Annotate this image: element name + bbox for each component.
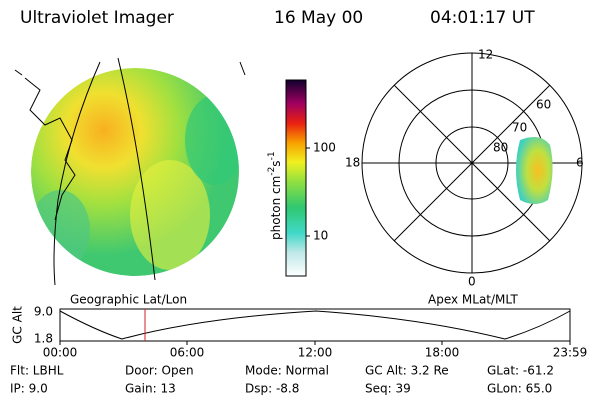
time-label: 12:00	[298, 346, 333, 360]
mlat-label: 70	[512, 121, 527, 135]
colorbar-unit: photon cm-2s-1	[267, 151, 283, 240]
footer-field: Flt: LBHL	[10, 364, 64, 378]
coastlines	[14, 57, 246, 286]
time-label: 00:00	[43, 346, 78, 360]
colorbar	[285, 79, 307, 277]
footer-field: IP: 9.0	[10, 382, 48, 396]
unit-base: photon cm	[269, 176, 283, 240]
date: 16 May 00	[274, 8, 363, 28]
unit-exp: -2	[267, 167, 277, 176]
timeline-range: 9.0	[34, 305, 53, 319]
aurora	[516, 136, 553, 204]
unit-exp: -1	[267, 151, 277, 160]
time-label: 18:00	[425, 346, 460, 360]
timeline-axis-label: GC Alt	[11, 306, 25, 344]
mlt-label: 6	[576, 156, 584, 170]
footer: Flt: LBHL Door: Open Mode: Normal GC Alt: 3…	[10, 364, 554, 396]
colorbar-tick-label: 100	[313, 141, 336, 155]
footer-field: Door: Open	[125, 364, 194, 378]
mlt-label: 12	[478, 48, 493, 62]
unit-mid: s	[269, 160, 283, 166]
footer-field: Seq: 39	[365, 382, 411, 396]
panel-label: Apex MLat/MLT	[428, 293, 518, 307]
altitude-curve	[59, 310, 571, 340]
mlat-label: 80	[493, 141, 508, 155]
panel-label: Geographic Lat/Lon	[70, 293, 187, 307]
mlat-label: 60	[536, 98, 551, 112]
footer-field: GC Alt: 3.2 Re	[365, 364, 449, 378]
uv-image	[31, 68, 239, 276]
time-label: 23:59	[553, 346, 588, 360]
footer-field: Dsp: -8.8	[245, 382, 299, 396]
time-label: 06:00	[170, 346, 205, 360]
footer-field: GLon: 65.0	[487, 382, 552, 396]
mlt-label: 0	[468, 275, 476, 289]
instrument: Ultraviolet Imager	[20, 8, 174, 28]
footer-field: Gain: 13	[125, 382, 176, 396]
footer-field: GLat: -61.2	[487, 364, 554, 378]
mlt-label: 18	[345, 156, 360, 170]
footer-field: Mode: Normal	[245, 364, 329, 378]
time: 04:01:17 UT	[430, 8, 535, 28]
timeline-range: 1.8	[34, 332, 53, 346]
colorbar-tick-label: 10	[313, 229, 328, 243]
timeline-times: 00:00 06:00 12:00 18:00 23:59	[43, 341, 588, 360]
